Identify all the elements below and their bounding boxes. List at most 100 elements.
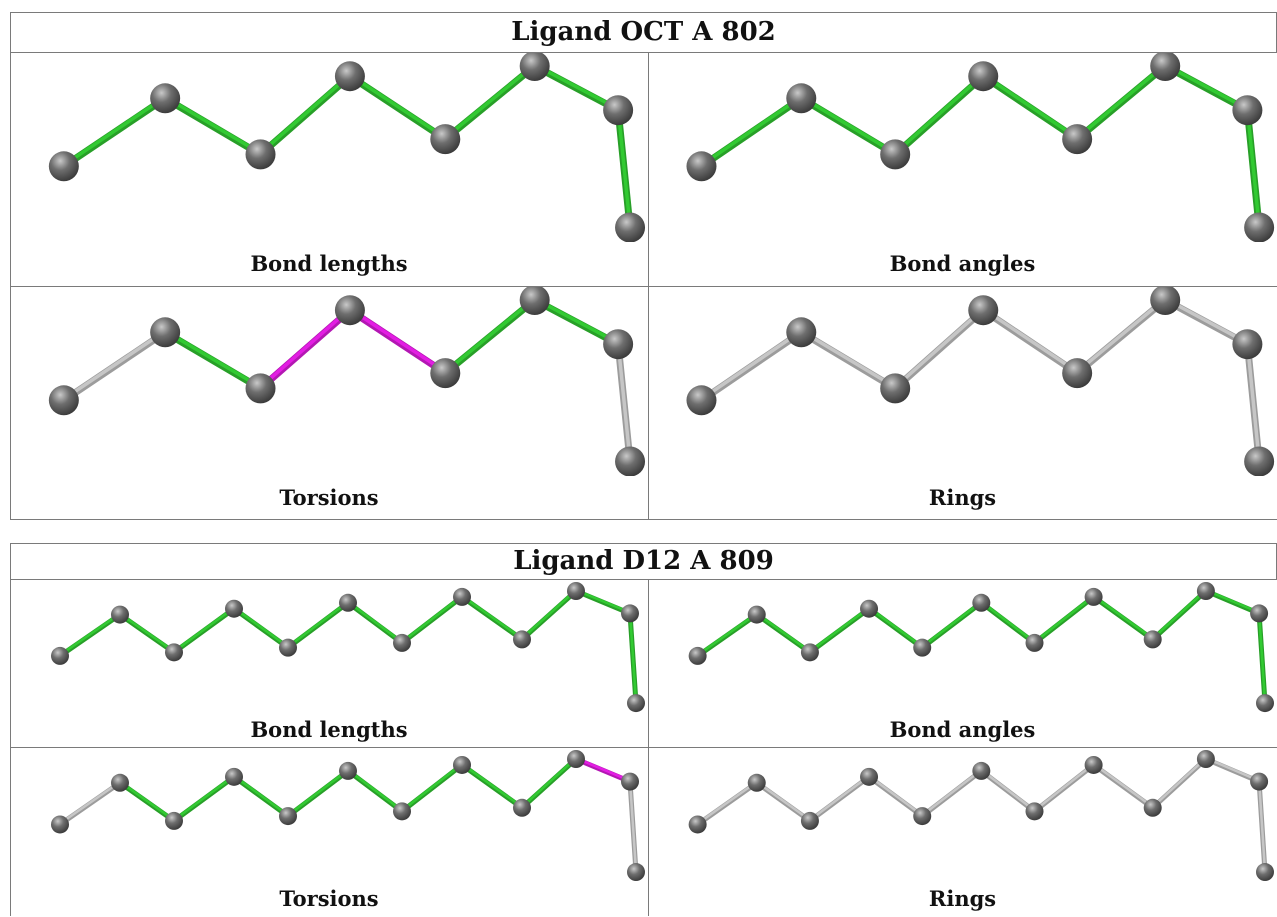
carbon-atom xyxy=(1244,446,1275,476)
bond-ok xyxy=(1150,588,1209,642)
carbon-atom xyxy=(334,61,365,92)
carbon-atom xyxy=(621,772,639,791)
ligand-title: Ligand OCT A 802 xyxy=(511,17,776,47)
carbon-atom xyxy=(968,295,999,326)
carbon-atom xyxy=(513,798,531,817)
cell-rings: Rings xyxy=(648,286,1277,520)
molecule-view xyxy=(688,582,1274,713)
carbon-atom xyxy=(615,212,646,242)
cell-caption: Bond lengths xyxy=(250,251,408,276)
carbon-atom xyxy=(800,811,819,830)
bond-ok xyxy=(231,606,291,651)
carbon-atom xyxy=(1244,212,1275,242)
bond-neutral xyxy=(60,328,169,404)
carbon-atom xyxy=(513,630,531,649)
bond-ok xyxy=(519,588,579,642)
carbon-atom xyxy=(1250,772,1269,791)
cell-caption: Rings xyxy=(928,886,997,911)
bond-ok xyxy=(519,756,579,811)
bond-neutral xyxy=(57,780,123,827)
bond-ok xyxy=(171,774,237,824)
bond-ok xyxy=(60,94,169,170)
carbon-atom xyxy=(786,317,817,348)
bond-ok xyxy=(807,606,872,655)
carbon-atom xyxy=(393,633,411,652)
carbon-atom xyxy=(1084,755,1103,774)
carbon-atom xyxy=(1232,95,1263,126)
bond-ok xyxy=(1243,106,1263,231)
bond-neutral xyxy=(627,779,639,875)
carbon-atom xyxy=(1143,630,1162,649)
bond-flag xyxy=(573,756,633,785)
cell-caption: Rings xyxy=(928,485,997,510)
cell-bond-angles: Bond angles xyxy=(648,52,1277,286)
bond-ok xyxy=(285,768,351,819)
carbon-atom xyxy=(165,643,183,662)
cell-caption: Bond angles xyxy=(889,251,1036,276)
carbon-atom xyxy=(393,802,411,821)
bond-ok xyxy=(57,612,123,659)
carbon-atom xyxy=(150,83,181,114)
bond-ok xyxy=(919,600,984,651)
bond-ok xyxy=(531,62,622,114)
carbon-atom xyxy=(430,358,461,389)
molecule-view xyxy=(688,750,1274,882)
bond-ok xyxy=(161,328,265,392)
carbon-atom xyxy=(786,83,817,114)
bond-neutral xyxy=(614,340,634,465)
bond-ok xyxy=(346,72,449,143)
bond-ok xyxy=(345,768,405,814)
bond-ok xyxy=(754,612,813,655)
ligand-title: Ligand D12 A 809 xyxy=(513,546,774,576)
bond-ok xyxy=(117,780,177,824)
carbon-atom xyxy=(1084,587,1103,606)
carbon-atom xyxy=(1143,798,1162,817)
molecule-view xyxy=(686,52,1275,242)
carbon-atom xyxy=(880,373,911,404)
bond-ok xyxy=(891,72,987,158)
carbon-atom xyxy=(747,605,766,624)
carbon-atom xyxy=(1025,802,1044,821)
carbon-atom xyxy=(51,646,69,665)
cell-bond-lengths: Bond lengths xyxy=(10,52,648,286)
bond-ok xyxy=(399,762,465,814)
carbon-atom xyxy=(1150,286,1181,315)
bond-ok xyxy=(1203,588,1262,616)
cell-caption: Bond lengths xyxy=(250,717,408,742)
carbon-atom xyxy=(519,286,550,315)
carbon-atom xyxy=(968,61,999,92)
bond-ok xyxy=(231,774,291,819)
carbon-atom xyxy=(1250,604,1269,623)
bond-neutral xyxy=(1243,340,1263,465)
carbon-atom xyxy=(1150,52,1181,81)
bond-neutral xyxy=(1150,756,1209,811)
bond-ok xyxy=(459,594,525,642)
carbon-atom xyxy=(860,599,879,618)
bond-ok xyxy=(441,62,539,143)
carbon-atom xyxy=(334,295,365,326)
carbon-atom xyxy=(603,95,634,126)
carbon-atom xyxy=(567,750,585,768)
bond-ok xyxy=(695,612,760,659)
bond-ok xyxy=(979,72,1081,143)
carbon-atom xyxy=(245,373,276,404)
bond-ok xyxy=(459,762,525,811)
bond-flag xyxy=(346,306,449,377)
bond-ok xyxy=(117,612,177,655)
carbon-atom xyxy=(1196,750,1215,768)
carbon-atom xyxy=(453,755,471,774)
bond-neutral xyxy=(807,774,872,824)
carbon-atom xyxy=(615,446,646,476)
carbon-atom xyxy=(165,811,183,830)
carbon-atom xyxy=(1062,124,1093,155)
bond-flag xyxy=(257,306,354,392)
bond-neutral xyxy=(1073,296,1169,377)
bond-ok xyxy=(345,600,405,646)
carbon-atom xyxy=(519,52,550,81)
molecule-view xyxy=(48,52,646,242)
carbon-atom xyxy=(627,863,645,882)
molecule-view xyxy=(51,582,645,713)
bond-neutral xyxy=(978,768,1038,814)
cell-caption: Torsions xyxy=(279,886,379,911)
cell-bond-angles: Bond angles xyxy=(648,579,1277,747)
